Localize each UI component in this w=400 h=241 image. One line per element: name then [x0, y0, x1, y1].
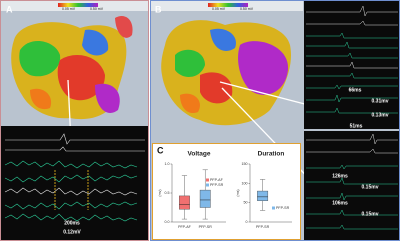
arrow: [219, 81, 321, 109]
y-tick-label: 100: [242, 181, 248, 185]
y-tick-label: 0: [246, 220, 248, 224]
egm-traces: [306, 5, 398, 230]
egm-panel: [1, 126, 148, 240]
annotation: 0.31mv: [372, 98, 389, 104]
egm-panel: [304, 131, 399, 240]
voltage-map-a: [11, 15, 133, 120]
x-tick-label: PFP-SR: [256, 225, 270, 229]
color-bar-max: 0.50 mV: [240, 7, 254, 11]
annotation: 0.15mv: [362, 211, 379, 217]
box-plots: Voltage(mv)0.00.51.0PFP-AFPFP-AFPFP-SRPF…: [158, 151, 292, 229]
box: [257, 190, 269, 201]
annotation: 66ms: [349, 87, 362, 93]
annotation: 0.12mV: [63, 229, 81, 235]
legend-swatch: [206, 178, 209, 182]
y-tick-label: 1.0: [165, 162, 170, 166]
color-bar-min: 0.05 mV: [62, 7, 76, 11]
arrow: [221, 87, 321, 191]
annotation: 51ms: [350, 123, 363, 129]
annotation: 106ms: [332, 200, 348, 206]
y-tick-label: 0.5: [165, 191, 170, 195]
voltage-map-b: [161, 20, 291, 126]
panel-label: B: [155, 4, 162, 14]
legend-swatch: [272, 206, 275, 210]
chart-title: Voltage: [188, 151, 211, 158]
box: [179, 195, 190, 210]
chart-title: Duration: [258, 151, 285, 158]
y-axis-label: (ms): [236, 189, 240, 196]
annotation: 0.13mv: [372, 112, 389, 118]
x-tick-label: PFP-AF: [178, 225, 192, 229]
legend-label: PFP-AF: [210, 178, 224, 182]
color-bar-max: 0.50 mV: [90, 7, 104, 11]
box: [199, 189, 211, 208]
annotation: 200ms: [64, 220, 80, 226]
color-bar: [58, 3, 98, 7]
legend-label: PFP-SR: [210, 183, 224, 187]
legend-swatch: [206, 183, 209, 187]
panel-label: A: [6, 4, 13, 14]
annotation: 0.15mv: [362, 184, 379, 190]
y-axis-label: (mv): [158, 189, 162, 196]
panel-c: [152, 143, 301, 240]
egm-panel: [304, 1, 399, 129]
annotation: 126ms: [332, 173, 348, 179]
y-tick-label: 50: [244, 201, 248, 205]
legend-label: PFP-SR: [276, 206, 290, 210]
y-tick-label: 150: [242, 162, 248, 166]
color-bar-min: 0.05 mV: [212, 7, 226, 11]
panel-label: C: [157, 145, 164, 155]
color-bar: [208, 3, 248, 7]
y-tick-label: 0.0: [165, 220, 170, 224]
x-tick-label: PFP-SR: [199, 225, 213, 229]
egm-traces: [4, 133, 145, 222]
